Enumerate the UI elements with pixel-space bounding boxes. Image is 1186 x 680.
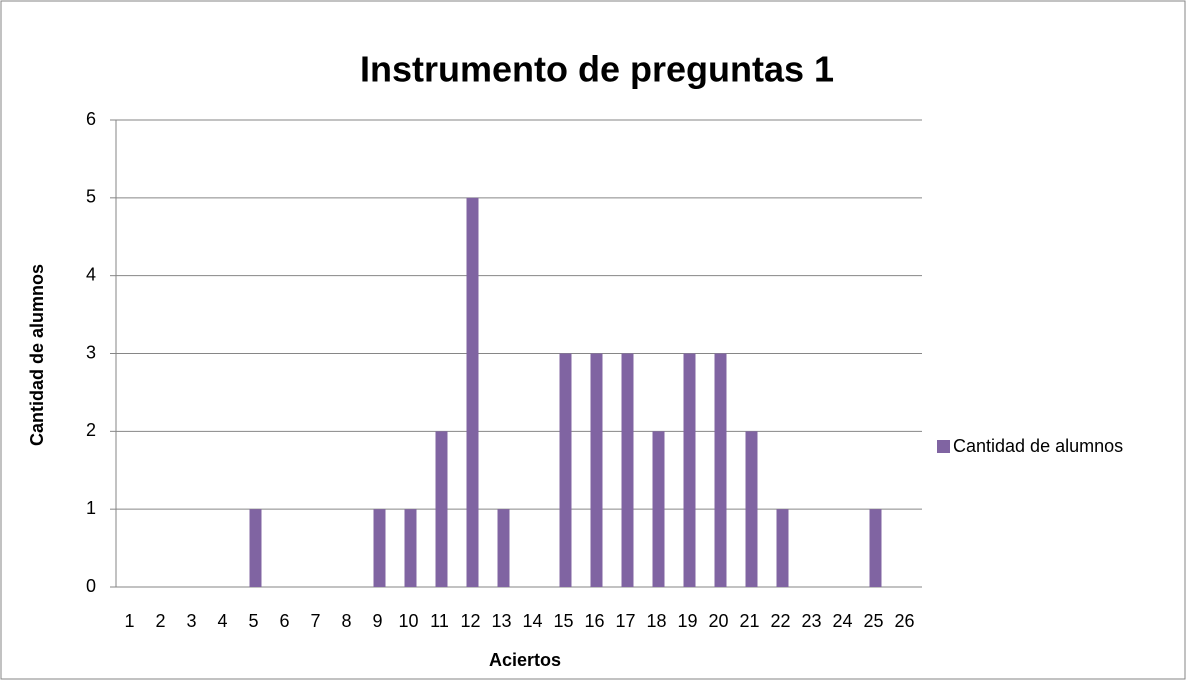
bar <box>249 509 262 587</box>
x-tick-label: 13 <box>491 611 511 631</box>
y-tick-label: 0 <box>86 576 96 596</box>
x-tick-label: 17 <box>615 611 635 631</box>
bar <box>559 353 572 587</box>
bar <box>621 353 634 587</box>
x-tick-label: 9 <box>372 611 382 631</box>
x-tick-label: 16 <box>584 611 604 631</box>
x-tick-label: 20 <box>708 611 728 631</box>
y-tick-label: 6 <box>86 109 96 129</box>
x-axis-title: Aciertos <box>489 650 561 670</box>
chart-title: Instrumento de preguntas 1 <box>360 49 834 90</box>
x-tick-label: 11 <box>430 611 449 631</box>
x-tick-label: 14 <box>522 611 542 631</box>
y-axis-title: Cantidad de alumnos <box>27 264 47 446</box>
x-tick-label: 23 <box>801 611 821 631</box>
x-tick-label: 2 <box>155 611 165 631</box>
x-tick-label: 24 <box>832 611 852 631</box>
x-tick-label: 22 <box>770 611 790 631</box>
x-tick-label: 21 <box>739 611 759 631</box>
x-tick-label: 26 <box>894 611 914 631</box>
bar <box>466 197 479 588</box>
legend-label: Cantidad de alumnos <box>953 436 1123 456</box>
y-tick-label: 1 <box>86 498 96 518</box>
bar <box>590 353 603 587</box>
bar <box>714 353 727 587</box>
x-tick-label: 1 <box>124 611 134 631</box>
bar <box>404 509 417 587</box>
x-tick-label: 7 <box>310 611 320 631</box>
bar <box>683 353 696 587</box>
bar <box>869 509 882 587</box>
bar <box>745 431 758 587</box>
x-tick-label: 25 <box>863 611 883 631</box>
bar <box>776 509 789 587</box>
bar <box>497 509 510 587</box>
x-tick-label: 8 <box>341 611 351 631</box>
bar <box>373 509 386 587</box>
y-tick-label: 4 <box>86 264 96 284</box>
bar <box>435 431 448 587</box>
y-tick-label: 2 <box>86 420 96 440</box>
x-tick-label: 10 <box>398 611 418 631</box>
bar <box>652 431 665 587</box>
x-tick-label: 6 <box>279 611 289 631</box>
x-tick-label: 4 <box>217 611 227 631</box>
x-tick-label: 18 <box>646 611 666 631</box>
x-tick-label: 15 <box>553 611 573 631</box>
legend-swatch <box>937 440 950 453</box>
x-tick-label: 3 <box>186 611 196 631</box>
x-tick-label: 12 <box>460 611 480 631</box>
y-tick-label: 3 <box>86 342 96 362</box>
x-tick-label: 19 <box>677 611 697 631</box>
y-tick-label: 5 <box>86 187 96 207</box>
x-tick-label: 5 <box>248 611 258 631</box>
